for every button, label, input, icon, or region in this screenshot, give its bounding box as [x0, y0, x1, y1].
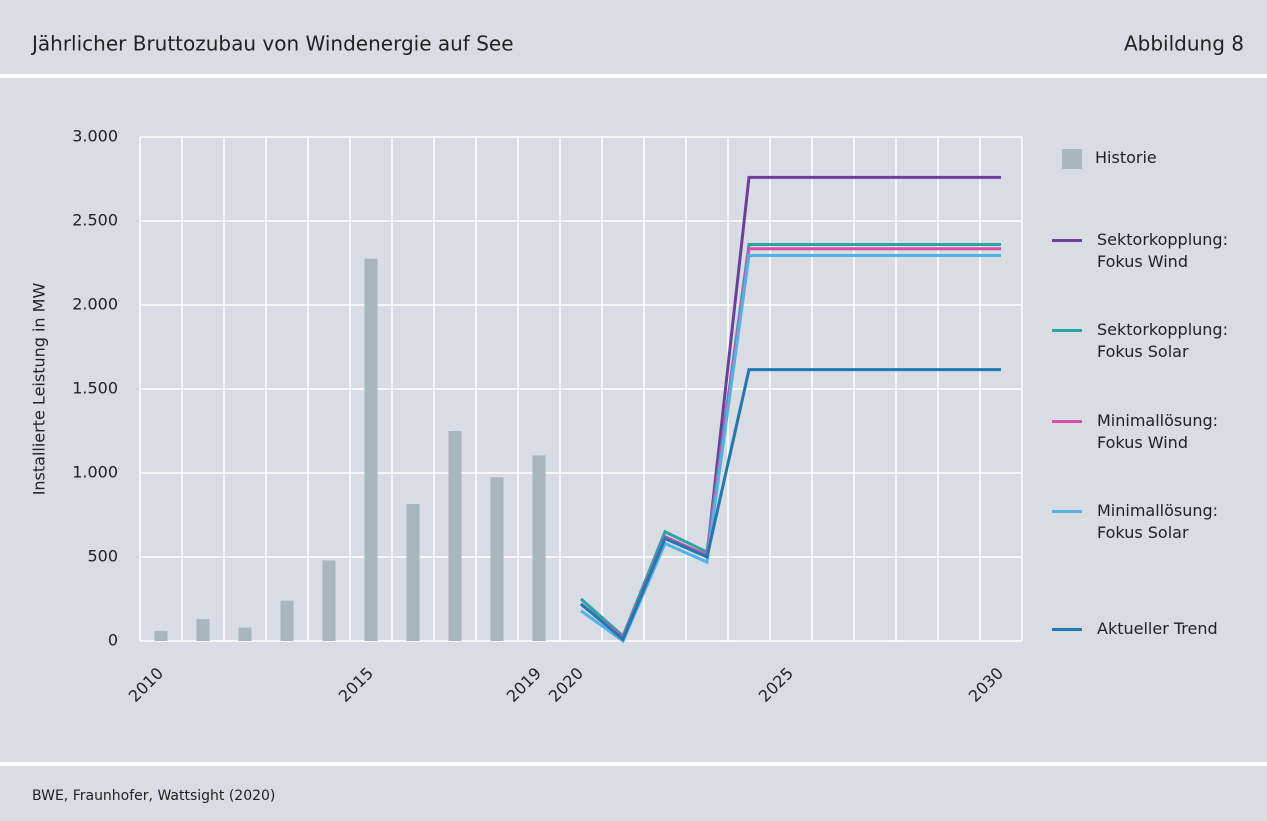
legend-key: [1052, 420, 1082, 423]
legend-key: [1052, 239, 1082, 242]
legend-key: [1052, 628, 1082, 631]
y-tick-label: 500: [87, 547, 118, 566]
bar: [280, 600, 294, 641]
y-tick-label: 0: [108, 631, 118, 650]
y-tick-label: 1.500: [72, 379, 118, 398]
y-tick-label: 2.500: [72, 211, 118, 230]
legend-key: [1062, 149, 1082, 169]
chart-title: Jährlicher Bruttozubau von Windenergie a…: [30, 32, 514, 56]
legend-label: Sektorkopplung: Fokus Solar: [1097, 320, 1228, 361]
bar: [364, 258, 378, 641]
y-tick-label: 3.000: [72, 127, 118, 146]
y-tick-label: 1.000: [72, 463, 118, 482]
line: [580, 253, 1001, 644]
bar: [196, 619, 210, 641]
legend-label: Sektorkopplung: Fokus Wind: [1097, 230, 1228, 271]
figure-label: Abbildung 8: [1124, 32, 1244, 56]
legend-label: Minimallösung: Fokus Solar: [1097, 501, 1219, 542]
line: [580, 243, 1001, 639]
legend-key: [1052, 510, 1082, 513]
legend-key: [1052, 329, 1082, 332]
legend-label: Historie: [1095, 148, 1157, 167]
bar: [322, 560, 336, 641]
y-axis-label: Installierte Leistung in MW: [30, 283, 49, 496]
bar: [406, 504, 420, 641]
source: BWE, Fraunhofer, Wattsight (2020): [32, 788, 275, 804]
y-tick-label: 2.000: [72, 295, 118, 314]
legend-label: Minimallösung: Fokus Wind: [1097, 411, 1219, 452]
footer-bar: [0, 766, 1267, 821]
bar: [490, 477, 504, 641]
bar: [154, 630, 168, 641]
bar: [532, 455, 546, 641]
header-bar: [0, 0, 1267, 74]
line: [580, 368, 1001, 642]
bar: [238, 627, 252, 641]
legend-label: Aktueller Trend: [1097, 619, 1218, 638]
bar: [448, 431, 462, 641]
